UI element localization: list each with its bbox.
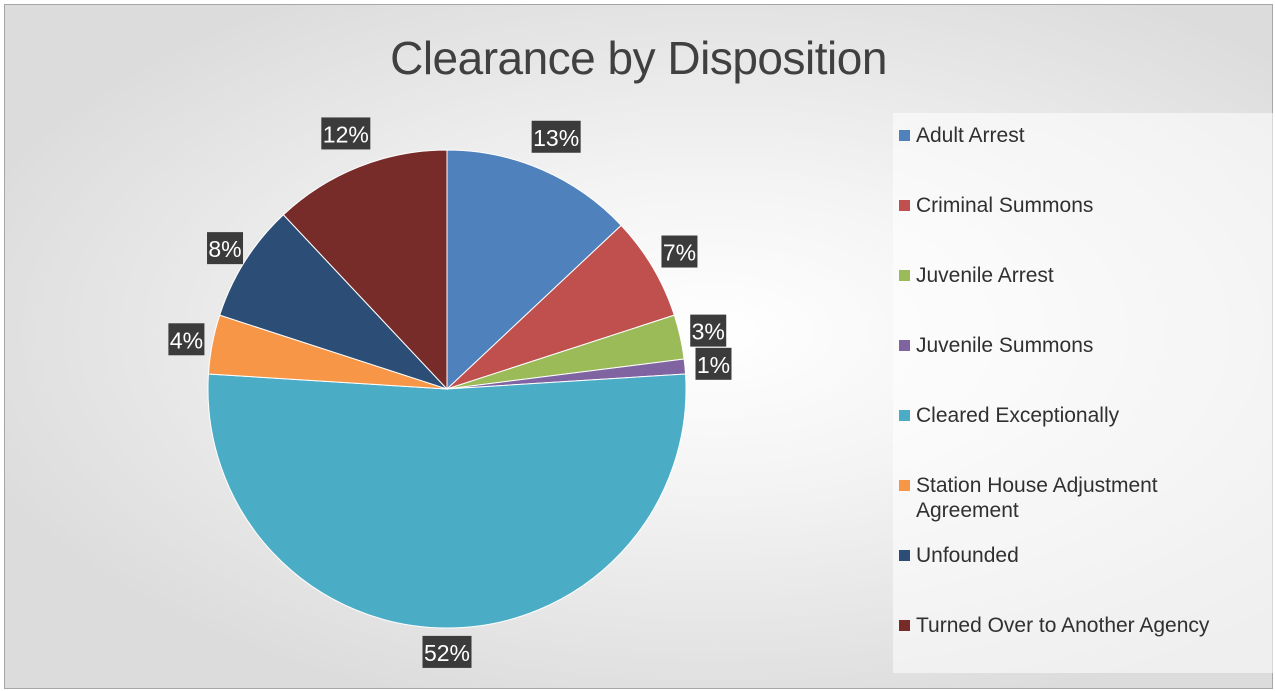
legend-item: Juvenile Arrest bbox=[899, 263, 1256, 288]
data-label-text: 4% bbox=[170, 327, 203, 353]
pie-slice-turned-over-to-another-agency bbox=[282, 149, 448, 391]
legend-item: Adult Arrest bbox=[899, 123, 1256, 148]
pie-slice-unfounded bbox=[219, 214, 448, 390]
data-label-box bbox=[168, 323, 205, 356]
data-label-text: 52% bbox=[424, 640, 470, 666]
pie-slice-adult-arrest bbox=[446, 149, 622, 391]
legend-item: Criminal Summons bbox=[899, 193, 1256, 218]
pie-slice-cleared-exceptionally bbox=[207, 373, 687, 629]
data-label: 12% bbox=[321, 117, 371, 150]
legend-item: Juvenile Summons bbox=[899, 333, 1256, 358]
data-label: 13% bbox=[531, 120, 581, 153]
data-label-box bbox=[690, 314, 727, 347]
legend-label: Criminal Summons bbox=[916, 194, 1094, 217]
legend-swatch bbox=[899, 620, 910, 631]
data-label-box bbox=[207, 232, 244, 265]
legend-label: Cleared Exceptionally bbox=[916, 404, 1120, 427]
chart-area: Clearance by Disposition 13% 7% 3% 1% 52% 4% 8… bbox=[4, 4, 1273, 689]
data-label: 52% bbox=[422, 635, 472, 668]
data-label-text: 13% bbox=[533, 125, 579, 151]
legend-label: Juvenile Summons bbox=[916, 334, 1094, 357]
legend-swatch bbox=[899, 340, 910, 351]
legend-label: Unfounded bbox=[916, 544, 1019, 567]
legend-item: Station House Adjustment Agreement bbox=[899, 473, 1256, 523]
data-label-box bbox=[531, 120, 581, 153]
data-label: 7% bbox=[661, 235, 698, 268]
data-label-box bbox=[661, 235, 698, 268]
data-label-box bbox=[422, 635, 472, 668]
legend-item: Turned Over to Another Agency bbox=[899, 613, 1256, 638]
legend-swatch bbox=[899, 410, 910, 421]
legend-swatch bbox=[899, 200, 910, 211]
data-label-text: 8% bbox=[208, 236, 241, 262]
data-label: 3% bbox=[690, 314, 727, 347]
data-label-text: 7% bbox=[663, 240, 696, 266]
legend-item: Unfounded bbox=[899, 543, 1256, 568]
legend-label: Turned Over to Another Agency bbox=[916, 614, 1210, 637]
legend-label: Juvenile Arrest bbox=[916, 264, 1054, 287]
legend-item: Cleared Exceptionally bbox=[899, 403, 1256, 428]
pie-chart: 13% 7% 3% 1% 52% 4% 8% 12% bbox=[168, 117, 732, 668]
legend-swatch bbox=[899, 550, 910, 561]
data-label: 8% bbox=[207, 232, 244, 265]
data-label-box bbox=[695, 347, 732, 380]
data-label-text: 1% bbox=[697, 352, 730, 378]
legend: Adult Arrest Criminal Summons Juvenile Arr… bbox=[893, 113, 1273, 673]
data-label: 1% bbox=[695, 347, 732, 380]
legend-label: Adult Arrest bbox=[916, 124, 1025, 147]
data-label: 4% bbox=[168, 323, 205, 356]
data-label-text: 3% bbox=[692, 319, 725, 345]
legend-swatch bbox=[899, 480, 910, 491]
pie-slice-criminal-summons bbox=[446, 224, 675, 390]
chart-title: Clearance by Disposition bbox=[390, 32, 887, 84]
data-label-text: 12% bbox=[323, 121, 369, 147]
legend-label: Station House Adjustment Agreement bbox=[916, 474, 1158, 522]
data-label-box bbox=[321, 117, 371, 150]
legend-swatch bbox=[899, 130, 910, 141]
legend-swatch bbox=[899, 270, 910, 281]
